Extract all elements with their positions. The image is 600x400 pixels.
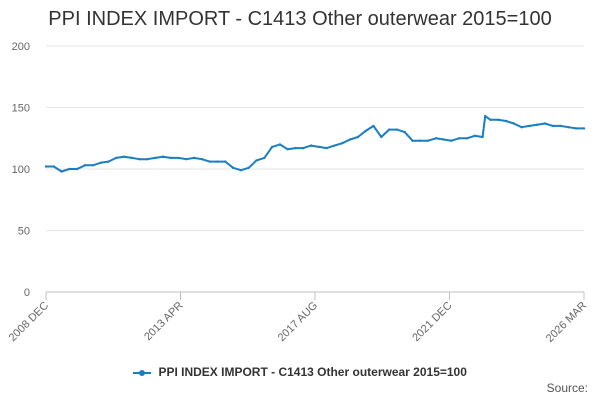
data-point[interactable] xyxy=(582,127,586,130)
data-point[interactable] xyxy=(559,124,562,128)
data-point[interactable] xyxy=(364,129,367,133)
data-point[interactable] xyxy=(154,156,157,160)
data-point[interactable] xyxy=(263,156,266,160)
data-point[interactable] xyxy=(99,161,102,164)
data-point[interactable] xyxy=(91,164,95,167)
data-point[interactable] xyxy=(543,122,547,125)
y-tick-label: 150 xyxy=(12,103,30,115)
source-label: Source: xyxy=(546,381,588,395)
x-tick-label: 2026 MAR xyxy=(544,300,589,345)
data-point[interactable] xyxy=(465,137,469,140)
data-point[interactable] xyxy=(185,158,188,161)
data-point[interactable] xyxy=(247,166,250,169)
data-point[interactable] xyxy=(270,145,274,149)
legend[interactable]: PPI INDEX IMPORT - C1413 Other outerwear… xyxy=(0,365,600,379)
data-point[interactable] xyxy=(497,118,500,122)
data-point[interactable] xyxy=(419,139,422,142)
data-point[interactable] xyxy=(512,122,515,125)
data-point[interactable] xyxy=(481,135,484,139)
data-point[interactable] xyxy=(169,156,172,160)
data-point[interactable] xyxy=(434,137,438,140)
data-point[interactable] xyxy=(411,139,414,142)
data-point[interactable] xyxy=(387,128,391,131)
data-point[interactable] xyxy=(484,114,487,118)
legend-swatch xyxy=(133,369,152,376)
data-point[interactable] xyxy=(504,119,508,123)
data-point[interactable] xyxy=(458,137,461,140)
data-point[interactable] xyxy=(567,126,570,129)
data-point[interactable] xyxy=(372,124,375,128)
y-tick-label: 200 xyxy=(12,41,30,53)
data-point[interactable] xyxy=(83,164,87,167)
data-point[interactable] xyxy=(426,139,430,142)
data-point[interactable] xyxy=(115,156,118,160)
data-point[interactable] xyxy=(348,138,352,141)
data-point[interactable] xyxy=(107,160,110,163)
y-tick-label: 100 xyxy=(12,164,30,176)
data-point[interactable] xyxy=(341,142,344,145)
data-point[interactable] xyxy=(309,144,313,147)
data-point[interactable] xyxy=(528,124,531,128)
x-tick-label: 2013 APR xyxy=(142,300,186,344)
data-point[interactable] xyxy=(130,156,133,160)
data-point[interactable] xyxy=(473,134,476,137)
data-point[interactable] xyxy=(489,118,492,122)
data-point[interactable] xyxy=(146,158,149,161)
data-point[interactable] xyxy=(52,165,55,168)
data-point[interactable] xyxy=(60,170,63,173)
data-point[interactable] xyxy=(536,123,539,126)
data-point[interactable] xyxy=(302,146,305,150)
data-point[interactable] xyxy=(325,146,328,150)
data-point[interactable] xyxy=(161,155,165,158)
y-tick-label: 0 xyxy=(24,287,30,299)
data-point[interactable] xyxy=(380,135,383,139)
x-tick-label: 2017 AUG xyxy=(276,300,320,344)
data-point[interactable] xyxy=(356,135,360,139)
x-tick-label: 2008 DEC xyxy=(7,300,51,344)
x-tick-label: 2021 DEC xyxy=(410,300,454,344)
data-point[interactable] xyxy=(208,160,211,163)
data-point[interactable] xyxy=(192,156,196,160)
data-point[interactable] xyxy=(239,169,243,172)
data-point[interactable] xyxy=(395,128,399,131)
chart-title: PPI INDEX IMPORT - C1413 Other outerwear… xyxy=(48,8,552,30)
data-point[interactable] xyxy=(255,159,258,162)
data-point[interactable] xyxy=(551,124,554,128)
legend-label: PPI INDEX IMPORT - C1413 Other outerwear… xyxy=(158,365,467,379)
y-tick-label: 50 xyxy=(18,226,30,238)
data-point[interactable] xyxy=(520,126,523,129)
data-point[interactable] xyxy=(442,138,445,141)
series-line[interactable] xyxy=(46,115,584,173)
data-point[interactable] xyxy=(575,127,578,130)
data-point[interactable] xyxy=(278,143,282,146)
data-point[interactable] xyxy=(231,166,235,169)
data-point[interactable] xyxy=(216,160,219,163)
data-point[interactable] xyxy=(200,158,204,161)
data-point[interactable] xyxy=(138,158,141,161)
data-point[interactable] xyxy=(294,146,297,150)
data-point[interactable] xyxy=(68,167,71,171)
data-point[interactable] xyxy=(122,155,126,158)
data-point[interactable] xyxy=(317,145,321,149)
data-point[interactable] xyxy=(333,144,336,147)
data-point[interactable] xyxy=(44,165,48,168)
data-point[interactable] xyxy=(286,148,289,151)
data-point[interactable] xyxy=(76,167,79,171)
data-point[interactable] xyxy=(450,139,453,142)
data-point[interactable] xyxy=(224,160,227,163)
data-point[interactable] xyxy=(403,130,406,134)
data-point[interactable] xyxy=(177,156,180,160)
